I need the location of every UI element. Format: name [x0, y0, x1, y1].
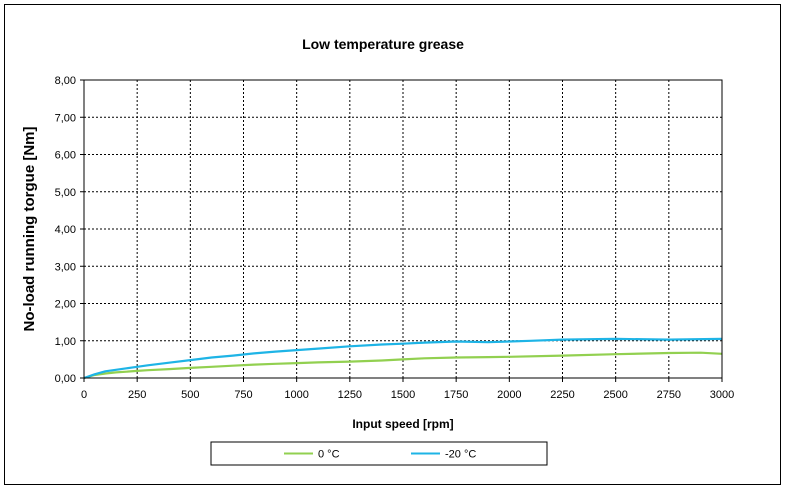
x-tick-label: 2000: [497, 389, 521, 401]
x-tick-label: 0: [81, 389, 87, 401]
x-tick-label: 2750: [657, 389, 681, 401]
x-tick-label: 3000: [710, 389, 734, 401]
series-line-1: [83, 337, 723, 380]
x-tick-label: 500: [181, 389, 199, 401]
series-lines: [83, 337, 723, 380]
x-axis-title: Input speed [rpm]: [352, 417, 453, 431]
y-tick-label: 8,00: [55, 75, 76, 87]
x-tick-label: 2250: [550, 389, 574, 401]
y-tick-label: 0,00: [55, 373, 76, 385]
legend-box: [210, 441, 548, 466]
legend: 0 °C -20 °C: [210, 441, 548, 466]
x-tick-label: 1750: [444, 389, 468, 401]
legend-label-minus20c: -20 °C: [445, 449, 476, 461]
y-tick-labels: 0,00 1,00 2,00 3,00 4,00 5,00 6,00 7,00 8,00: [55, 75, 84, 385]
series-line-0: [83, 351, 723, 380]
chart-frame: [4, 4, 781, 485]
y-tick-label: 7,00: [55, 112, 76, 124]
chart-title: Low temperature grease: [302, 36, 464, 52]
y-tick-label: 2,00: [55, 299, 76, 311]
y-tick-label: 3,00: [55, 261, 76, 273]
y-tick-label: 4,00: [55, 224, 76, 236]
x-tick-label: 2500: [603, 389, 627, 401]
x-tick-label: 1250: [338, 389, 362, 401]
y-tick-label: 5,00: [55, 187, 76, 199]
legend-label-0c: 0 °C: [318, 449, 340, 461]
grid: [84, 80, 722, 378]
y-tick-label: 1,00: [55, 336, 76, 348]
x-tick-label: 750: [234, 389, 252, 401]
x-tick-label: 1500: [391, 389, 415, 401]
y-axis-title: No-load running torgue [Nm]: [21, 127, 38, 332]
y-tick-label: 6,00: [55, 150, 76, 162]
x-tick-label: 250: [128, 389, 146, 401]
x-tick-labels: 0 250 500 750 1000 1250 1500 1750 2000 2250 2500 27…: [81, 378, 734, 401]
x-tick-label: 1000: [284, 389, 308, 401]
